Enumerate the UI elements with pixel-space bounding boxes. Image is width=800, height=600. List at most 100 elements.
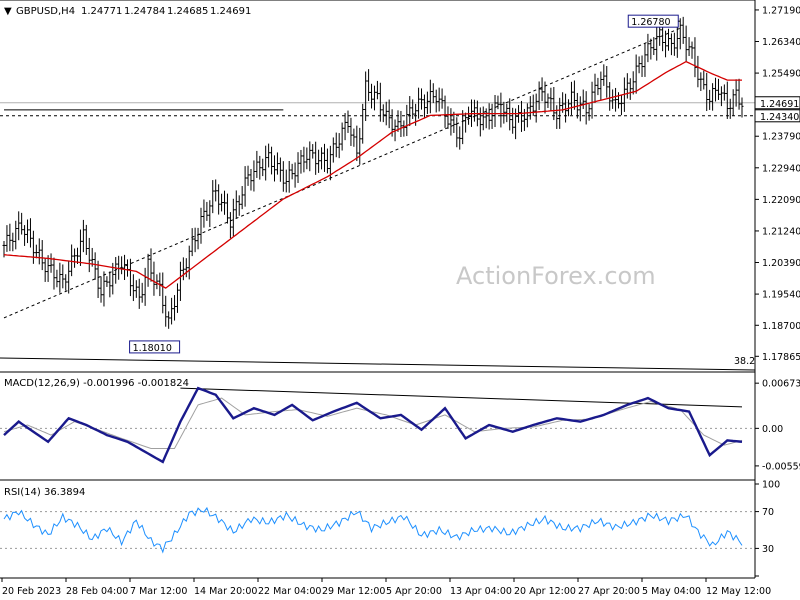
price-bar — [284, 169, 288, 193]
price-bar — [296, 152, 300, 183]
price-bar — [640, 55, 644, 77]
rsi-level-lines — [0, 511, 755, 549]
price-bar — [355, 125, 359, 162]
price-bar — [220, 193, 224, 212]
price-bar — [187, 245, 191, 280]
price-bar — [199, 207, 203, 244]
price-bar — [546, 93, 550, 108]
price-bar — [558, 97, 562, 129]
price-bar — [205, 201, 209, 221]
price-bar — [55, 269, 59, 288]
price-bar — [211, 180, 215, 214]
price-bar — [646, 33, 650, 63]
price-bar — [725, 81, 729, 119]
price-bar — [346, 110, 350, 133]
price-bar — [311, 144, 315, 159]
x-tick-label: 7 Mar 12:00 — [130, 586, 187, 597]
price-bar — [58, 262, 62, 293]
price-bar — [508, 98, 512, 131]
price-bar — [43, 258, 47, 282]
price-bar — [314, 141, 318, 175]
price-bar — [693, 37, 697, 78]
price-bar — [449, 108, 453, 136]
price-bar — [619, 95, 623, 116]
price-bar — [249, 168, 253, 191]
price-bar — [61, 264, 65, 289]
price-bar — [352, 128, 356, 147]
price-bar — [267, 143, 271, 168]
price-bar — [196, 227, 200, 250]
price-bar — [408, 96, 412, 127]
header-symbol: GBPUSD,H4 — [16, 6, 75, 17]
price-bar — [370, 83, 374, 109]
macd-tick-label: 0.006731 — [762, 379, 800, 390]
lower-trendline — [0, 357, 756, 371]
price-bar — [584, 91, 588, 125]
price-bar — [40, 240, 44, 271]
price-bar — [672, 32, 676, 56]
price-bar — [467, 106, 471, 125]
price-trendline — [0, 27, 756, 371]
price-bar — [443, 95, 447, 128]
price-bar — [273, 155, 277, 182]
price-bar — [214, 179, 218, 202]
price-bar — [455, 117, 459, 148]
price-bar — [308, 141, 312, 172]
price-bar — [34, 244, 38, 259]
price-bar — [164, 295, 168, 327]
price-bar — [572, 80, 576, 110]
macd-pane: 0.006731 0.00 -0.005595 MACD(12,26,9) -0.0… — [0, 372, 800, 481]
price-bar — [305, 147, 309, 170]
support-dashed-line — [0, 102, 755, 117]
price-bar — [234, 190, 238, 219]
macd-tick-label: -0.005595 — [762, 461, 800, 472]
price-bar — [405, 104, 409, 137]
price-bar — [81, 219, 85, 253]
rsi-tick-label: 100 — [762, 480, 780, 491]
price-bar — [193, 227, 197, 253]
price-bar — [137, 278, 141, 309]
price-bars — [2, 16, 744, 329]
price-bar — [99, 276, 103, 303]
rsi-tick-label: 30 — [762, 544, 774, 555]
price-bar — [652, 37, 656, 56]
header-close: 1.24691 — [210, 6, 251, 17]
price-bar — [634, 54, 638, 94]
price-bar — [102, 271, 106, 307]
price-tick-label: 1.23790 — [762, 132, 800, 143]
price-bar — [181, 257, 185, 281]
price-bar — [675, 27, 679, 58]
price-bar — [73, 248, 77, 268]
rsi-pane: 100 70 30 RSI(14) 36.3894 — [0, 480, 780, 579]
price-bar — [599, 71, 603, 101]
price-bar — [578, 96, 582, 122]
price-bar — [225, 193, 229, 224]
price-bar — [687, 37, 691, 57]
price-bar — [540, 77, 544, 102]
ma-polyline — [3, 60, 742, 289]
price-bar — [258, 155, 262, 180]
price-bar — [464, 112, 468, 133]
price-bar — [231, 198, 235, 237]
price-bar — [564, 93, 568, 123]
current-price-label: 1.24691 — [760, 99, 799, 110]
price-bar — [325, 148, 329, 174]
price-bar — [240, 186, 244, 210]
price-bar — [84, 224, 88, 255]
price-bar — [649, 38, 653, 60]
price-bar — [275, 152, 279, 175]
price-bar — [11, 232, 15, 252]
price-bar — [290, 163, 294, 180]
price-bar — [569, 81, 573, 116]
price-bar — [690, 41, 694, 59]
price-bar — [534, 93, 538, 123]
price-bar — [664, 30, 668, 58]
price-bar — [699, 72, 703, 91]
price-bar — [505, 103, 509, 123]
rsi-tick-label: 70 — [762, 507, 774, 518]
price-bar — [499, 92, 503, 128]
price-bar — [628, 78, 632, 100]
price-pane: 1.271901.263401.254901.246401.237901.229… — [0, 0, 800, 373]
